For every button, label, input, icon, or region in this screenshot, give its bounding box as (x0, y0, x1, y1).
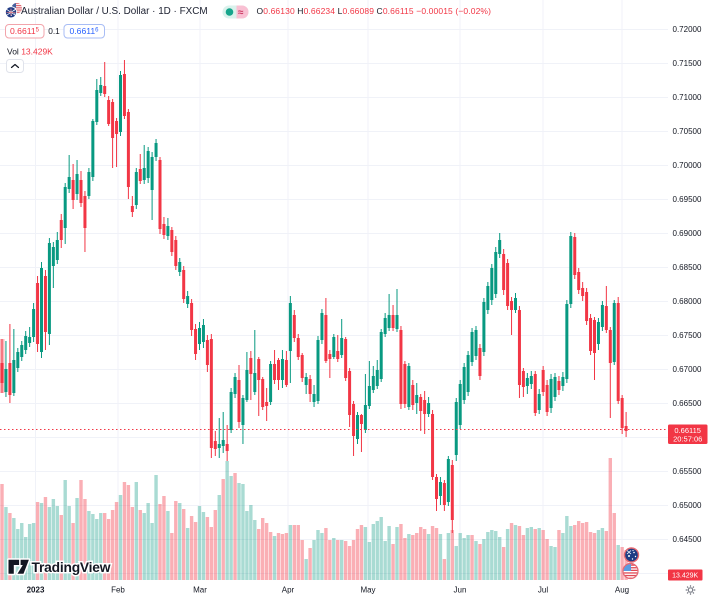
svg-text:Vol 13.429K: Vol 13.429K (7, 47, 53, 57)
svg-text:0.70000: 0.70000 (673, 161, 702, 170)
svg-text:Jul: Jul (538, 586, 548, 595)
svg-text:Aug: Aug (615, 586, 629, 595)
svg-text:0.71000: 0.71000 (673, 93, 702, 102)
svg-text:13.429K: 13.429K (672, 573, 698, 580)
svg-text:2023: 2023 (27, 586, 45, 595)
svg-text:0.68500: 0.68500 (673, 263, 702, 272)
svg-text:0.72000: 0.72000 (673, 25, 702, 34)
svg-text:May: May (360, 586, 375, 595)
svg-text:0.67000: 0.67000 (673, 365, 702, 374)
svg-text:0.69500: 0.69500 (673, 195, 702, 204)
svg-text:0.67500: 0.67500 (673, 331, 702, 340)
svg-text:0.71500: 0.71500 (673, 59, 702, 68)
svg-text:0.64500: 0.64500 (673, 535, 702, 544)
svg-text:TradingView: TradingView (32, 560, 111, 575)
svg-text:O0.66130 H0.66234 L0.66089 C0.: O0.66130 H0.66234 L0.66089 C0.66115 −0.0… (257, 6, 492, 16)
svg-text:Feb: Feb (111, 586, 125, 595)
svg-text:0.1: 0.1 (48, 26, 60, 36)
svg-text:Apr: Apr (282, 586, 295, 595)
svg-text:0.66115: 0.66115 (674, 426, 701, 435)
svg-text:0.65000: 0.65000 (673, 501, 702, 510)
svg-text:0.66116: 0.66116 (70, 26, 100, 36)
svg-text:0.66500: 0.66500 (673, 399, 702, 408)
svg-text:20:57:06: 20:57:06 (673, 434, 702, 443)
svg-text:Jun: Jun (454, 586, 467, 595)
svg-text:Mar: Mar (193, 586, 207, 595)
svg-text:0.66115: 0.66115 (10, 26, 40, 36)
svg-text:Australian Dollar / U.S. Dolla: Australian Dollar / U.S. Dollar · 1D · F… (21, 6, 208, 17)
svg-text:≈: ≈ (238, 8, 244, 19)
svg-text:0.70500: 0.70500 (673, 127, 702, 136)
svg-text:0.68000: 0.68000 (673, 297, 702, 306)
svg-text:0.65500: 0.65500 (673, 467, 702, 476)
svg-text:0.69000: 0.69000 (673, 229, 702, 238)
